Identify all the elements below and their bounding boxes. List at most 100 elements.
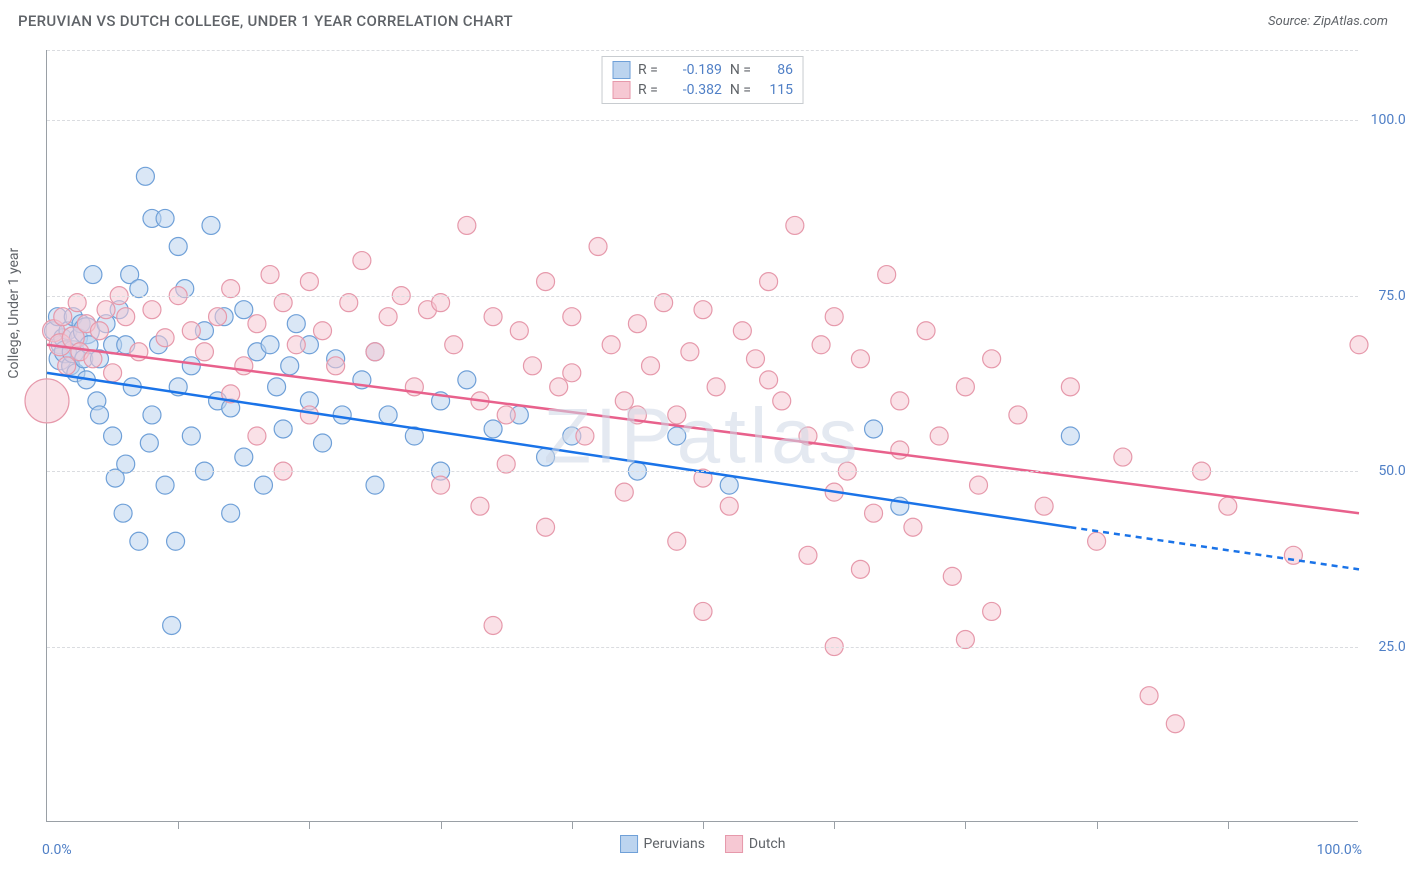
data-point [537,448,555,466]
data-point [851,350,869,368]
data-point [209,308,227,326]
data-point [1166,715,1184,733]
data-point [195,343,213,361]
data-point [300,273,318,291]
data-point [281,357,299,375]
data-point [84,266,102,284]
data-point [668,532,686,550]
data-point [523,357,541,375]
data-point [760,371,778,389]
data-point [484,420,502,438]
data-point [943,567,961,585]
n-label: N = [730,82,751,98]
r-value: -0.382 [666,82,722,98]
data-point [642,357,660,375]
y-tick-label: 100.0% [1371,112,1406,128]
scatter-svg [47,50,1358,821]
data-point [550,378,568,396]
data-point [615,483,633,501]
data-point [130,532,148,550]
data-point [182,322,200,340]
data-point [786,216,804,234]
r-label: R = [638,82,658,98]
data-point [261,336,279,354]
data-point [930,427,948,445]
data-point [563,308,581,326]
data-point [970,476,988,494]
data-point [104,364,122,382]
data-point [589,238,607,256]
data-point [156,209,174,227]
data-point [865,504,883,522]
data-point [615,392,633,410]
x-tick [178,821,179,829]
x-tick [965,821,966,829]
data-point [628,315,646,333]
data-point [917,322,935,340]
data-point [54,308,72,326]
data-point [248,315,266,333]
legend-stat-row: R =-0.189N =86 [612,61,793,79]
data-point [333,406,351,424]
data-point [379,308,397,326]
data-point [602,336,620,354]
data-point [432,476,450,494]
data-point [90,322,108,340]
x-axis-min-label: 0.0% [42,842,72,858]
data-point [300,406,318,424]
data-point [104,427,122,445]
data-point [537,273,555,291]
data-point [167,532,185,550]
data-point [904,518,922,536]
data-point [773,392,791,410]
data-point [143,406,161,424]
data-point [878,266,896,284]
legend-stat-row: R = -0.382 N = 115 [612,81,793,99]
data-point [891,392,909,410]
chart-title: PERUVIAN VS DUTCH COLLEGE, UNDER 1 YEAR … [18,12,513,30]
y-tick-label: 25.0% [1378,639,1406,655]
data-point [1114,448,1132,466]
data-point [169,238,187,256]
data-point [136,167,154,185]
x-tick [834,821,835,829]
data-point [182,357,200,375]
source-credit: Source: ZipAtlas.com [1268,14,1388,29]
data-point [1350,336,1368,354]
data-point [1035,497,1053,515]
legend-swatch [612,81,630,99]
x-tick [441,821,442,829]
data-point [1009,406,1027,424]
data-point [235,357,253,375]
data-point [983,602,1001,620]
data-point [865,420,883,438]
data-point [222,504,240,522]
trend-line-extrapolated [1070,527,1359,569]
data-point [90,406,108,424]
data-point [720,476,738,494]
data-point [254,476,272,494]
data-point [510,322,528,340]
data-point [1088,532,1106,550]
data-point [366,476,384,494]
data-point [484,308,502,326]
data-point [58,357,76,375]
data-point [114,504,132,522]
x-tick [703,821,704,829]
data-point [314,434,332,452]
data-point [733,322,751,340]
data-point [576,427,594,445]
data-point [327,357,345,375]
trend-line [47,345,1359,513]
gridline [47,647,1358,648]
data-point [983,350,1001,368]
data-point [471,497,489,515]
data-point [202,216,220,234]
data-point [261,266,279,284]
data-point [117,308,135,326]
n-value: 115 [759,82,793,98]
data-point [458,371,476,389]
data-point [537,518,555,536]
n-label: N = [730,62,751,78]
data-point [851,560,869,578]
